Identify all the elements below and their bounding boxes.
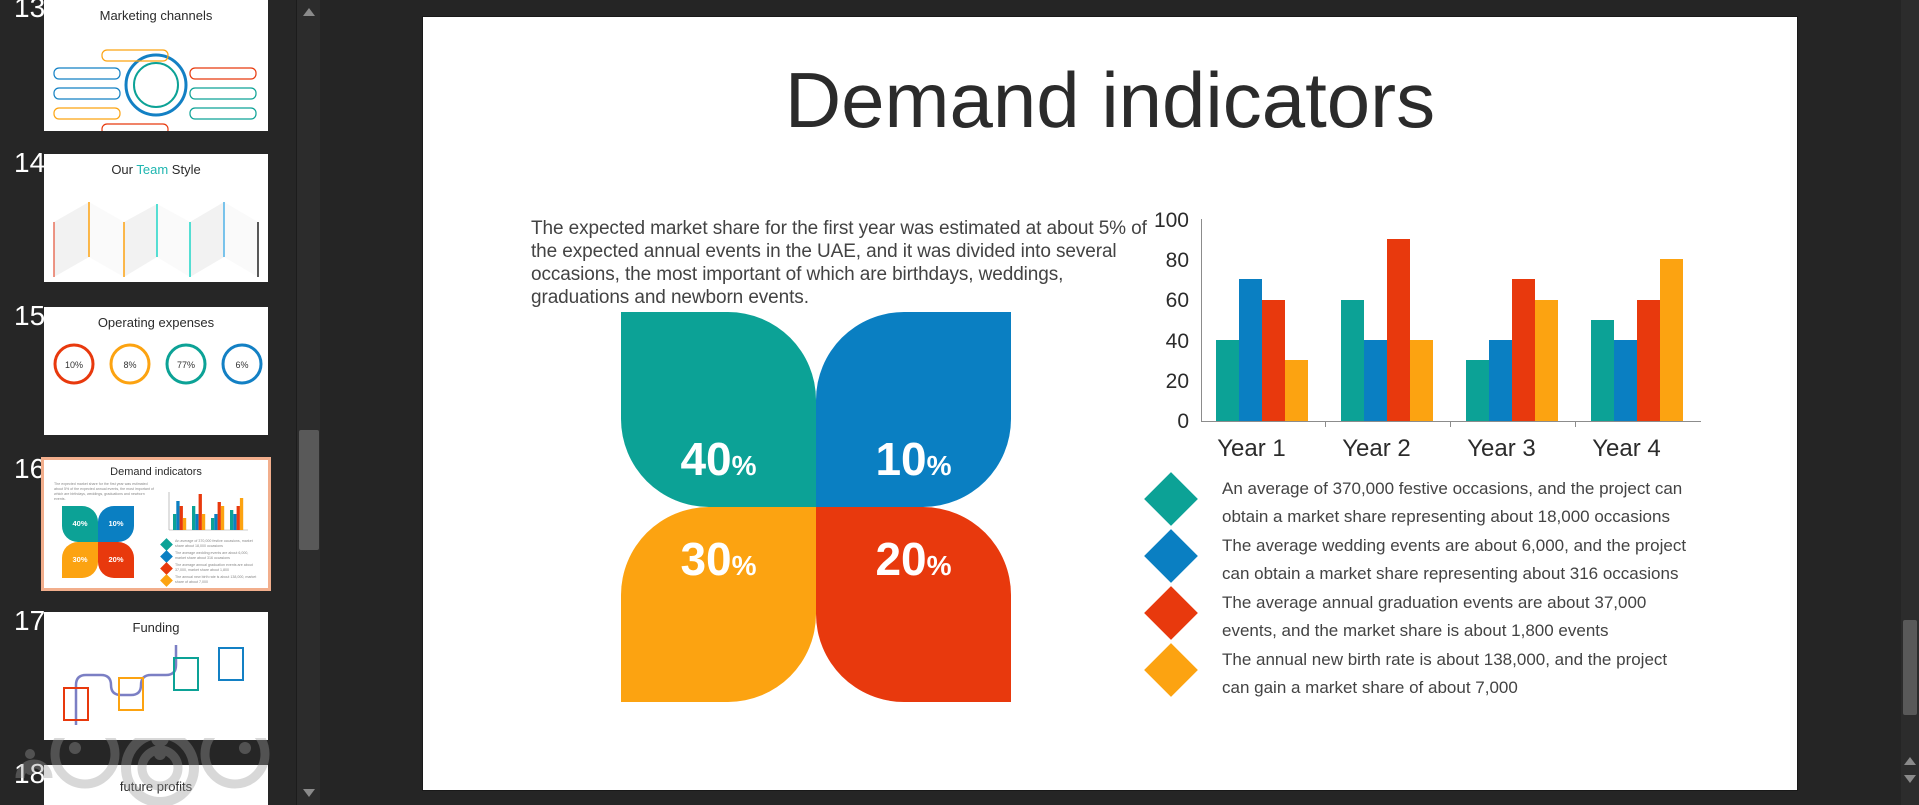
svg-text:10%: 10% bbox=[108, 519, 123, 528]
svg-text:30%: 30% bbox=[72, 555, 87, 564]
svg-text:77%: 77% bbox=[177, 360, 195, 370]
svg-text:6%: 6% bbox=[235, 360, 248, 370]
svg-text:10%: 10% bbox=[65, 360, 83, 370]
svg-text:20%: 20% bbox=[108, 555, 123, 564]
svg-text:40%: 40% bbox=[72, 519, 87, 528]
svg-text:8%: 8% bbox=[123, 360, 136, 370]
